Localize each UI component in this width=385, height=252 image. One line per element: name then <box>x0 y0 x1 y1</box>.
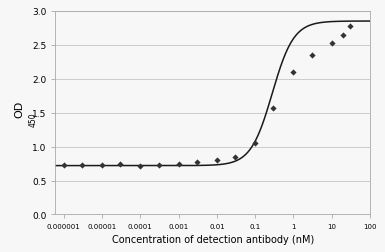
Text: 450: 450 <box>29 112 38 127</box>
Point <box>117 162 124 166</box>
Point <box>99 163 105 167</box>
X-axis label: Concentration of detection antibody (nM): Concentration of detection antibody (nM) <box>112 234 314 244</box>
Point <box>252 141 258 145</box>
Point <box>61 163 67 167</box>
Point <box>328 42 335 46</box>
Point <box>176 162 182 166</box>
Point <box>79 163 85 167</box>
Point <box>308 54 315 58</box>
Point <box>156 163 162 167</box>
Point <box>214 159 220 163</box>
Point <box>270 106 276 110</box>
Point <box>232 156 238 160</box>
Point <box>194 161 200 165</box>
Point <box>290 71 296 75</box>
Point <box>347 25 353 29</box>
Point <box>340 34 346 38</box>
Point <box>137 164 144 168</box>
Text: OD: OD <box>14 101 24 118</box>
